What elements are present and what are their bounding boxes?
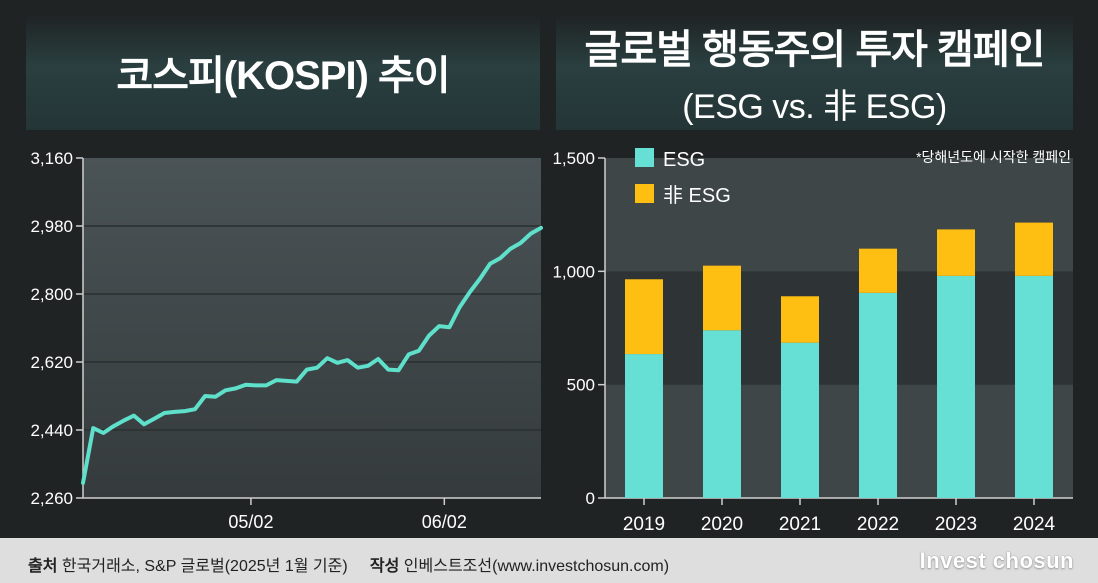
line-y-tick-label: 2,980 xyxy=(30,217,73,236)
left-panel-title-bar: 코스피(KOSPI) 추이 xyxy=(26,14,540,130)
bar-x-tick-label: 2019 xyxy=(623,514,665,535)
source-text: 한국거래소, S&P 글로벌(2025년 1월 기준) xyxy=(61,558,348,575)
line-x-tick-label: 05/02 xyxy=(228,512,273,532)
bar-grid-band xyxy=(605,158,1073,272)
campaign-note: *당해년도에 시작한 캠페인 xyxy=(916,149,1071,165)
footer: 출처 한국거래소, S&P 글로벌(2025년 1월 기준) 작성 인베스트조선… xyxy=(0,538,1098,583)
line-x-tick-label: 06/02 xyxy=(422,512,467,532)
right-panel-title-bar: 글로벌 행동주의 투자 캠페인 (ESG vs. 非 ESG) xyxy=(556,14,1073,130)
kospi-chart-title: 코스피(KOSPI) 추이 xyxy=(116,54,450,98)
non-esg-bar xyxy=(1015,222,1053,276)
esg-bar xyxy=(859,292,897,498)
non-esg-bar xyxy=(625,279,663,355)
legend-swatch xyxy=(635,148,654,167)
line-y-tick-label: 2,620 xyxy=(30,353,73,372)
bar-grid-band xyxy=(605,384,1073,498)
bar-grid-band xyxy=(605,271,1073,385)
non-esg-bar xyxy=(859,248,897,293)
bar-y-tick-label: 1,000 xyxy=(552,262,595,281)
esg-bar xyxy=(1015,275,1053,498)
campaign-chart-title: 글로벌 행동주의 투자 캠페인 xyxy=(584,27,1046,72)
bar-x-tick-label: 2020 xyxy=(701,514,743,535)
bar-x-tick-label: 2021 xyxy=(779,514,821,535)
line-y-tick-label: 2,440 xyxy=(30,421,73,440)
bar-x-tick-label: 2022 xyxy=(857,514,899,535)
bar-x-tick-label: 2024 xyxy=(1013,514,1056,535)
campaign-chart-subtitle: (ESG vs. 非 ESG) xyxy=(682,87,947,126)
bar-y-tick-label: 500 xyxy=(567,376,595,395)
bar-y-tick-label: 1,500 xyxy=(552,149,595,168)
esg-bar-chart: 0 500 1,000 1,500 2019 2020 2021 2022 2023 2024 ES… xyxy=(552,148,1073,535)
line-y-tick-label: 3,160 xyxy=(30,149,73,168)
kospi-series-line xyxy=(81,225,543,485)
bar-x-tick-label: 2023 xyxy=(935,514,977,535)
legend-label: ESG xyxy=(663,149,705,171)
author-label: 작성 xyxy=(369,558,400,575)
non-esg-bar xyxy=(937,229,975,276)
author-text: 인베스트조선(www.investchosun.com) xyxy=(403,558,670,575)
esg-bar xyxy=(625,354,663,498)
source-credit: 출처 한국거래소, S&P 글로벌(2025년 1월 기준) 작성 인베스트조선… xyxy=(28,552,669,576)
esg-bar xyxy=(781,342,819,498)
line-y-tick-label: 2,800 xyxy=(30,285,73,304)
esg-bar xyxy=(937,275,975,498)
legend-swatch xyxy=(635,184,654,203)
line-y-tick-label: 2,260 xyxy=(30,489,73,508)
esg-bar xyxy=(703,330,741,498)
investchosun-logo: Invest chosun xyxy=(919,548,1074,573)
non-esg-bar xyxy=(781,296,819,343)
legend-label: 非 ESG xyxy=(663,184,731,207)
non-esg-bar xyxy=(703,265,741,331)
line-plot-area xyxy=(83,158,541,498)
bar-y-tick-label: 0 xyxy=(586,489,595,508)
kospi-line-chart: 2,260 2,440 2,620 2,800 2,980 3,160 05/02 06/02 xyxy=(30,149,543,532)
source-label: 출처 xyxy=(28,558,58,575)
